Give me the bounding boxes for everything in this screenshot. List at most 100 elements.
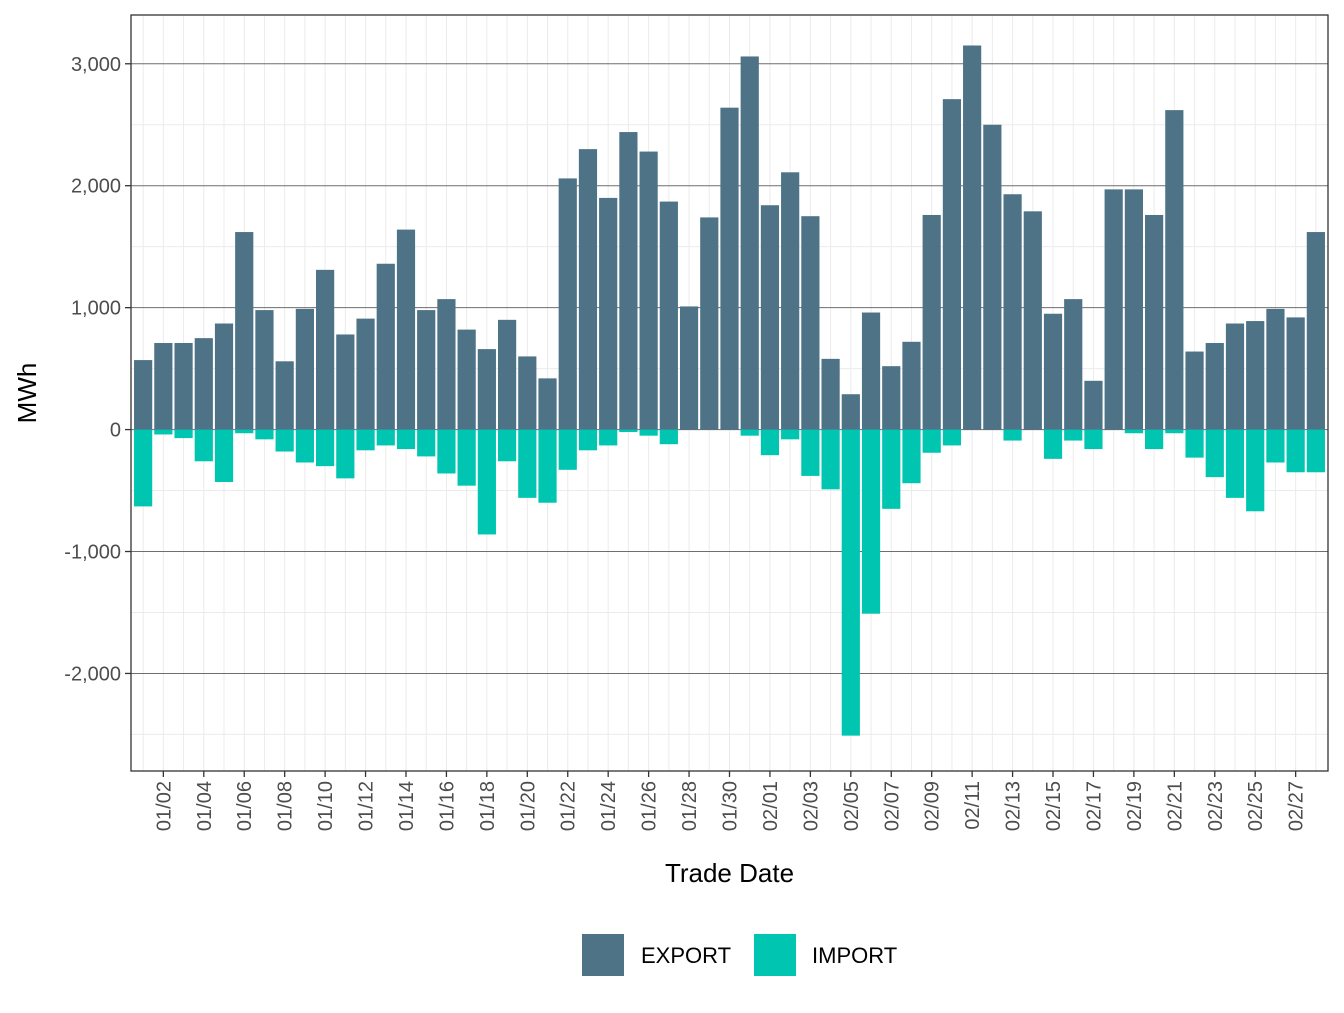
x-tick-label: 02/25: [1245, 781, 1267, 831]
x-tick-label: 01/06: [234, 781, 256, 831]
bar-import: [639, 429, 658, 436]
bar-import: [1084, 429, 1103, 450]
legend-label-import: IMPORT: [812, 943, 897, 968]
bar-import: [760, 429, 780, 456]
bar-export: [1266, 308, 1285, 430]
x-tick-label: 02/13: [1003, 781, 1025, 831]
bar-import: [942, 429, 962, 446]
bar-export: [922, 214, 941, 430]
bar-import: [578, 429, 598, 451]
bar-import: [740, 429, 759, 436]
x-tick-label: 01/04: [194, 781, 216, 831]
x-tick-label: 01/10: [315, 781, 337, 831]
x-tick-label: 01/22: [558, 781, 580, 831]
bar-import: [1003, 429, 1022, 441]
x-tick-label: 02/01: [760, 781, 782, 831]
bar-import: [154, 429, 173, 435]
bar-import: [356, 429, 375, 451]
x-axis-title: Trade Date: [665, 858, 794, 888]
bar-export: [700, 217, 719, 430]
bar-import: [781, 429, 800, 440]
bar-export: [1124, 189, 1143, 430]
x-tick-label: 01/08: [275, 781, 297, 831]
bar-export: [720, 107, 739, 430]
x-tick-label: 02/11: [962, 781, 984, 830]
bar-import: [295, 429, 314, 463]
x-tick-label: 02/05: [841, 781, 863, 831]
bar-export: [316, 269, 335, 430]
bar-import: [457, 429, 476, 486]
bar-export: [396, 229, 416, 430]
bar-export: [497, 319, 517, 430]
bar-export: [1023, 211, 1042, 430]
bar-import: [1225, 429, 1245, 498]
bar-export: [457, 329, 476, 430]
bar-export: [295, 308, 314, 430]
bar-export: [194, 338, 213, 430]
bar-import: [477, 429, 496, 535]
y-tick-label: 0: [110, 420, 121, 442]
bar-import: [336, 429, 355, 479]
legend-key-export: [582, 934, 624, 976]
bar-export: [760, 205, 780, 430]
bar-export: [983, 124, 1002, 430]
bar-export: [1225, 323, 1245, 430]
bar-export: [882, 366, 901, 430]
legend-label-export: EXPORT: [641, 943, 731, 968]
bar-export: [599, 197, 618, 430]
bar-export: [1306, 232, 1325, 430]
x-tick-label: 01/24: [598, 781, 620, 831]
bar-export: [235, 232, 254, 430]
x-tick-label: 02/07: [881, 781, 903, 831]
bar-export: [538, 378, 557, 430]
bar-export: [275, 361, 294, 430]
bar-import: [1145, 429, 1164, 450]
bar-import: [1306, 429, 1325, 473]
y-tick-label: -2,000: [64, 663, 121, 685]
bar-import: [518, 429, 537, 498]
x-tick-label: 01/16: [436, 781, 458, 831]
y-axis: 3,000 2,000 1,000 0 -1,000 -2,000: [64, 54, 131, 685]
bar-import: [538, 429, 557, 503]
bar-import: [821, 429, 840, 490]
y-axis-title: MWh: [12, 363, 42, 424]
bar-export: [861, 312, 881, 430]
bar-import: [922, 429, 941, 453]
bar-import: [902, 429, 921, 484]
bar-export: [174, 343, 193, 430]
bar-export: [1104, 189, 1123, 430]
bar-import: [599, 429, 618, 446]
x-tick-label: 01/30: [720, 781, 742, 831]
x-tick-label: 02/27: [1286, 781, 1308, 831]
y-tick-label: -1,000: [64, 542, 121, 564]
bar-export: [255, 310, 274, 430]
x-tick-label: 01/14: [396, 781, 418, 831]
bar-export: [1084, 380, 1103, 430]
bar-export: [1043, 313, 1063, 430]
x-tick-label: 01/26: [639, 781, 661, 831]
x-tick-label: 02/23: [1205, 781, 1227, 831]
x-axis: 01/02 01/04 01/06 01/08 01/10 01/12 01/14 01/16…: [153, 771, 1308, 831]
bar-export: [417, 310, 436, 430]
bar-export: [518, 356, 537, 430]
bar-import: [1064, 429, 1083, 441]
bar-import: [619, 429, 638, 433]
bar-export: [356, 318, 375, 430]
bar-export: [902, 341, 921, 430]
bar-export: [336, 334, 355, 430]
bar-import: [214, 429, 234, 483]
x-tick-label: 01/20: [517, 781, 539, 831]
bar-export: [619, 132, 638, 430]
bar-export: [1145, 214, 1164, 430]
bar-export: [376, 263, 395, 430]
bar-import: [376, 429, 395, 446]
bar-export: [740, 56, 759, 430]
bar-import: [316, 429, 335, 467]
x-tick-label: 02/03: [800, 781, 822, 831]
x-tick-label: 02/09: [922, 781, 944, 831]
bar-import: [255, 429, 274, 440]
bar-export: [1246, 321, 1265, 430]
bar-import: [882, 429, 901, 509]
x-tick-label: 01/02: [153, 781, 175, 831]
